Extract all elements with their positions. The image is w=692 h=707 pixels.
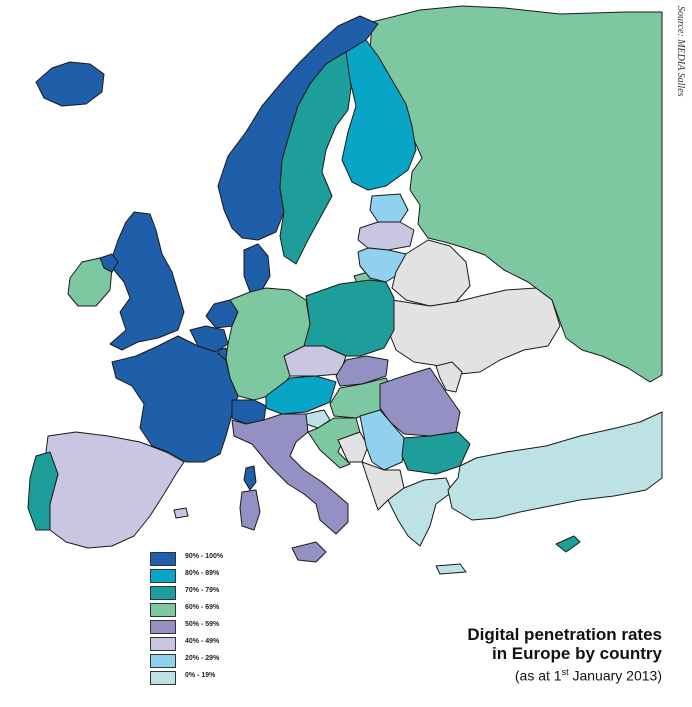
country-greece-crete[interactable]	[435, 563, 467, 575]
country-france[interactable]	[111, 335, 239, 463]
country-poland[interactable]	[303, 279, 395, 357]
legend: 90% - 100% 80% - 89% 70% - 79% 60% - 69% 50%…	[150, 551, 260, 687]
country-italy-sicily[interactable]	[291, 541, 327, 563]
legend-label: 0% - 19%	[185, 672, 216, 679]
legend-label: 70% - 79%	[185, 587, 220, 594]
country-finland[interactable]	[341, 39, 417, 191]
legend-item: 60% - 69%	[150, 602, 260, 619]
country-cyprus[interactable]	[555, 535, 581, 553]
legend-item: 20% - 29%	[150, 653, 260, 670]
legend-label: 80% - 89%	[185, 570, 220, 577]
map-title-line-2: in Europe by country	[491, 644, 662, 663]
legend-swatch	[150, 586, 176, 600]
country-serbia[interactable]	[359, 409, 407, 471]
country-croatia[interactable]	[307, 417, 361, 469]
source-note-text: Source: MEDIA Salles	[675, 6, 686, 97]
country-sweden[interactable]	[279, 51, 353, 265]
country-estonia[interactable]	[369, 193, 409, 223]
source-note: Source: MEDIA Salles	[675, 6, 688, 121]
country-bosnia[interactable]	[337, 431, 369, 463]
legend-swatch	[150, 552, 176, 566]
country-spain-balearic[interactable]	[173, 507, 189, 519]
legend-item: 0% - 19%	[150, 670, 260, 687]
country-slovakia[interactable]	[335, 355, 389, 387]
legend-swatch	[150, 654, 176, 668]
subtitle-prefix: (as at 1	[514, 667, 562, 684]
country-italy[interactable]	[231, 413, 349, 535]
legend-swatch	[150, 637, 176, 651]
country-greece[interactable]	[387, 477, 453, 547]
legend-item: 80% - 89%	[150, 568, 260, 585]
legend-swatch	[150, 569, 176, 583]
country-iceland[interactable]	[35, 61, 105, 107]
legend-label: 40% - 49%	[185, 638, 220, 645]
legend-item: 70% - 79%	[150, 585, 260, 602]
country-ukraine[interactable]	[387, 287, 561, 375]
country-portugal[interactable]	[27, 451, 59, 531]
legend-label: 50% - 59%	[185, 621, 220, 628]
country-denmark[interactable]	[243, 243, 271, 293]
country-italy-sardinia[interactable]	[239, 489, 261, 531]
country-belarus[interactable]	[391, 239, 471, 307]
country-austria[interactable]	[265, 375, 337, 415]
legend-item: 90% - 100%	[150, 551, 260, 568]
map-subtitle: (as at 1st January 2013)	[467, 663, 662, 685]
subtitle-suffix: January 2013)	[568, 667, 662, 684]
country-united-kingdom-ni[interactable]	[99, 253, 119, 273]
legend-label: 90% - 100%	[185, 553, 224, 560]
subtitle-superscript: st	[561, 667, 569, 677]
country-turkey[interactable]	[447, 411, 663, 521]
legend-label: 60% - 69%	[185, 604, 220, 611]
country-united-kingdom[interactable]	[109, 211, 185, 351]
country-ireland[interactable]	[67, 257, 113, 307]
legend-label: 20% - 29%	[185, 655, 220, 662]
country-france-corsica[interactable]	[243, 465, 257, 491]
legend-swatch	[150, 671, 176, 685]
legend-swatch	[150, 620, 176, 634]
legend-item: 40% - 49%	[150, 636, 260, 653]
title-block: Digital penetration rates in Europe by c…	[467, 625, 662, 685]
country-latvia[interactable]	[357, 221, 415, 251]
country-moldova[interactable]	[435, 361, 463, 393]
map-title-line-1: Digital penetration rates	[467, 625, 662, 644]
legend-item: 50% - 59%	[150, 619, 260, 636]
legend-swatch	[150, 603, 176, 617]
